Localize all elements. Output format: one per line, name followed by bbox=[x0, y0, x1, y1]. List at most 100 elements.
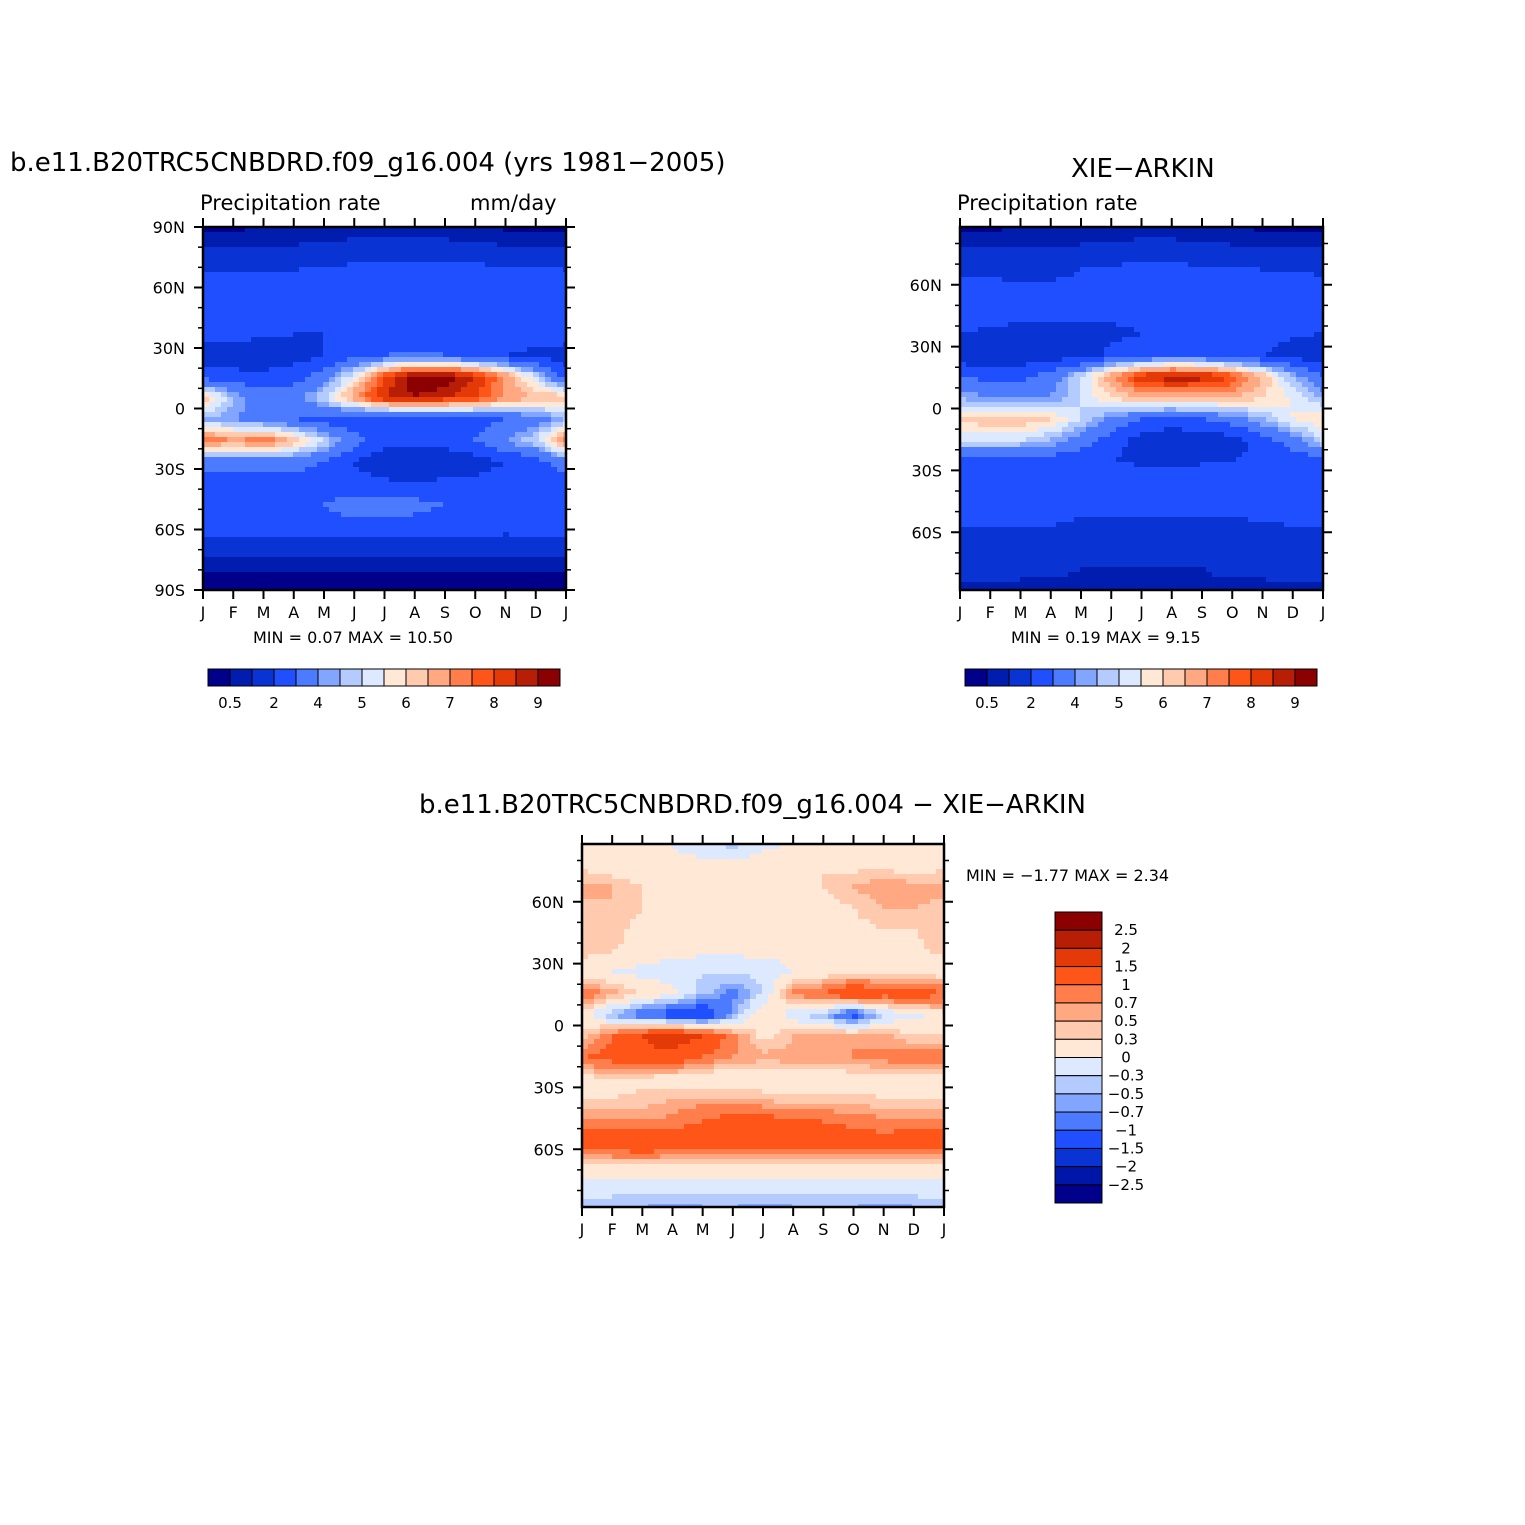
heatmap-cell bbox=[437, 287, 444, 293]
heatmap-cell bbox=[479, 357, 486, 363]
heatmap-cell bbox=[431, 547, 438, 553]
heatmap-cell bbox=[245, 242, 252, 248]
heatmap-cell bbox=[383, 497, 390, 503]
heatmap-cell bbox=[317, 582, 324, 588]
heatmap-cell bbox=[221, 542, 228, 548]
heatmap-cell bbox=[233, 502, 240, 508]
heatmap-cell bbox=[455, 397, 462, 403]
heatmap-cell bbox=[437, 367, 444, 373]
heatmap-cell bbox=[239, 352, 246, 358]
heatmap-cell bbox=[461, 232, 468, 238]
heatmap-cell bbox=[521, 497, 528, 503]
heatmap-cell bbox=[281, 297, 288, 303]
heatmap-cell bbox=[515, 572, 522, 578]
heatmap-cell bbox=[353, 552, 360, 558]
heatmap-cell bbox=[227, 312, 234, 318]
heatmap-cell bbox=[329, 487, 336, 493]
heatmap-cell bbox=[347, 347, 354, 353]
heatmap-cell bbox=[479, 537, 486, 543]
heatmap-cell bbox=[299, 287, 306, 293]
heatmap-cell bbox=[287, 407, 294, 413]
heatmap-cell bbox=[389, 507, 396, 513]
heatmap-cell bbox=[227, 582, 234, 588]
heatmap-cell bbox=[485, 342, 492, 348]
heatmap-cell bbox=[443, 472, 450, 478]
heatmap-cell bbox=[209, 432, 216, 438]
heatmap-cell bbox=[263, 262, 270, 268]
heatmap-cell bbox=[269, 372, 276, 378]
heatmap-cell bbox=[467, 307, 474, 313]
heatmap-cell bbox=[335, 262, 342, 268]
heatmap-cell bbox=[551, 327, 558, 333]
heatmap-cell bbox=[305, 227, 312, 233]
heatmap-cell bbox=[473, 347, 480, 353]
heatmap-cell bbox=[281, 277, 288, 283]
heatmap-cell bbox=[479, 272, 486, 278]
heatmap-cell bbox=[365, 477, 372, 483]
heatmap-cell bbox=[1038, 252, 1045, 258]
heatmap-cell bbox=[1146, 252, 1153, 258]
heatmap-cell bbox=[287, 447, 294, 453]
heatmap-cell bbox=[527, 417, 534, 423]
heatmap-cell bbox=[389, 417, 396, 423]
heatmap-cell bbox=[365, 322, 372, 328]
heatmap-cell bbox=[221, 262, 228, 268]
heatmap-cell bbox=[467, 437, 474, 443]
heatmap-cell bbox=[209, 477, 216, 483]
heatmap-cell bbox=[1110, 242, 1117, 248]
heatmap-cell bbox=[233, 392, 240, 398]
heatmap-cell bbox=[281, 337, 288, 343]
heatmap-cell bbox=[269, 302, 276, 308]
heatmap-cell bbox=[335, 352, 342, 358]
heatmap-cell bbox=[377, 252, 384, 258]
heatmap-cell bbox=[263, 582, 270, 588]
heatmap-cell bbox=[515, 342, 522, 348]
heatmap-cell bbox=[245, 532, 252, 538]
heatmap-cell bbox=[557, 457, 564, 463]
colorbar-box bbox=[229, 668, 253, 687]
heatmap-cell bbox=[209, 342, 216, 348]
heatmap-cell bbox=[359, 457, 366, 463]
heatmap-cell bbox=[395, 472, 402, 478]
heatmap-cell bbox=[371, 352, 378, 358]
heatmap-cell bbox=[239, 517, 246, 523]
heatmap-cell bbox=[251, 267, 258, 273]
heatmap-cell bbox=[395, 262, 402, 268]
heatmap-cell bbox=[299, 302, 306, 308]
heatmap-cell bbox=[1194, 257, 1201, 263]
heatmap-cell bbox=[329, 582, 336, 588]
heatmap-cell bbox=[1008, 227, 1015, 233]
heatmap-cell bbox=[485, 512, 492, 518]
heatmap-cell bbox=[461, 242, 468, 248]
heatmap-cell bbox=[317, 397, 324, 403]
heatmap-cell bbox=[978, 237, 985, 243]
heatmap-cell bbox=[221, 352, 228, 358]
heatmap-cell bbox=[299, 387, 306, 393]
heatmap-cell bbox=[1272, 252, 1279, 258]
heatmap-cell bbox=[1098, 232, 1105, 238]
heatmap-cell bbox=[251, 317, 258, 323]
heatmap-cell bbox=[473, 322, 480, 328]
heatmap-cell bbox=[491, 362, 498, 368]
heatmap-cell bbox=[443, 477, 450, 483]
heatmap-cell bbox=[515, 292, 522, 298]
heatmap-cell bbox=[1152, 257, 1159, 263]
heatmap-cell bbox=[329, 392, 336, 398]
heatmap-cell bbox=[1302, 232, 1309, 238]
heatmap-cell bbox=[485, 292, 492, 298]
heatmap-cell bbox=[257, 482, 264, 488]
heatmap-cell bbox=[485, 582, 492, 588]
heatmap-cell bbox=[551, 232, 558, 238]
heatmap-cell bbox=[407, 577, 414, 583]
heatmap-cell bbox=[557, 322, 564, 328]
colorbar-box bbox=[493, 668, 517, 687]
heatmap-cell bbox=[269, 332, 276, 338]
heatmap-cell bbox=[299, 322, 306, 328]
heatmap-cell bbox=[305, 402, 312, 408]
heatmap-cell bbox=[551, 252, 558, 258]
heatmap-cell bbox=[461, 462, 468, 468]
heatmap-cell bbox=[257, 397, 264, 403]
x-tick-label: F bbox=[229, 603, 238, 622]
heatmap-cell bbox=[497, 417, 504, 423]
heatmap-cell bbox=[221, 332, 228, 338]
